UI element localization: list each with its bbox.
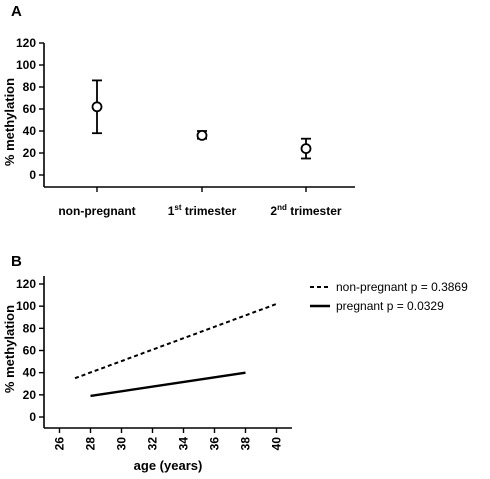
- panel-b-ytick-label: 0: [29, 410, 36, 424]
- panel-a-ytick-label: 0: [29, 168, 36, 182]
- panel-b-ytick-label: 120: [16, 277, 36, 291]
- panel-b-plot: 0 20 40 60 80 100 120 26 28 30 32 34 36 38 40: [16, 276, 292, 450]
- mean-point: [91, 101, 103, 113]
- panel-a-plot: 0 20 40 60 80 100 120 non-pregnant 1st trimester…: [16, 36, 355, 218]
- legend-label-non-pregnant: non-pregnant p = 0.3869: [336, 280, 468, 294]
- panel-b-xtick-label: 36: [208, 437, 222, 451]
- panel-a-label: A: [11, 3, 22, 20]
- panel-b-xtick-label: 34: [177, 437, 191, 451]
- panel-b-ytick-label: 40: [23, 366, 37, 380]
- mean-point: [300, 143, 312, 155]
- panel-a-ytick-label: 100: [16, 58, 36, 72]
- panel-b-xtick-label: 32: [146, 437, 160, 451]
- panel-a-ytick-label: 60: [23, 102, 37, 116]
- panel-b-ytick-label: 100: [16, 299, 36, 313]
- regression-line-pregnant: [90, 371, 246, 398]
- regression-line-non-pregnant: [74, 303, 277, 380]
- panel-a-category-label: 2nd trimester: [270, 203, 341, 218]
- legend: non-pregnant p = 0.3869 pregnant p = 0.0…: [310, 280, 468, 313]
- panel-b-xtick-label: 30: [115, 437, 129, 451]
- panel-a-category-label: non-pregnant: [58, 204, 135, 218]
- panel-b-xtick-label: 26: [53, 437, 67, 451]
- panel-a-category-label: 1st trimester: [168, 203, 237, 218]
- legend-label-pregnant: pregnant p = 0.0329: [336, 299, 444, 313]
- panel-b-xtick-label: 28: [84, 437, 98, 451]
- panel-b-ytick-label: 80: [23, 321, 37, 335]
- panel-a-ytick-label: 80: [23, 80, 37, 94]
- panel-b-ytick-label: 60: [23, 344, 37, 358]
- panel-a-ytick-label: 120: [16, 36, 36, 50]
- panel-b-label: B: [11, 253, 22, 270]
- panel-a-ytick-label: 40: [23, 124, 37, 138]
- panel-b-xlabel: age (years): [134, 458, 203, 473]
- panel-b-ytick-label: 20: [23, 388, 37, 402]
- panel-a-ylabel: % methylation: [2, 78, 17, 166]
- mean-point: [196, 129, 208, 141]
- panel-b-ylabel: % methylation: [2, 305, 17, 393]
- panel-b-xtick-label: 38: [239, 437, 253, 451]
- panel-b-xtick-label: 40: [270, 437, 284, 451]
- panel-a-ytick-label: 20: [23, 146, 37, 160]
